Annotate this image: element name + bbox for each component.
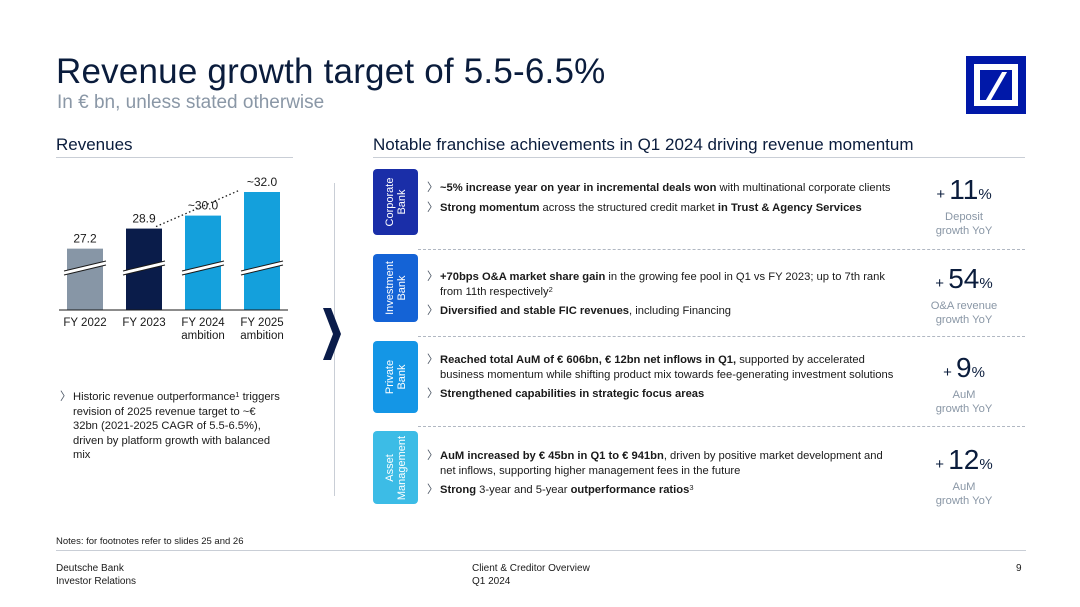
category-label: FY 2025 [240,317,283,329]
page-number: 9 [1016,563,1022,574]
kpi-metric: + 12% AuM growth YoY [935,444,993,508]
deutsche-bank-logo [966,56,1026,114]
franchise-row: Private Bank 〉 Reached total AuM of € 606bn… [373,341,1025,425]
notes: Notes: for footnotes refer to slides 25 … [56,536,244,547]
achievement-item: 〉 Reached total AuM of € 606bn, € 12bn ne… [427,354,894,381]
chevron-bullet-icon: 〉 [427,484,439,497]
division-tab: Asset Management [373,431,418,504]
axis-break-line [122,264,166,276]
category-label: ambition [181,330,224,342]
franchise-row: Corporate Bank 〉 ~5% increase year on year … [373,169,1025,247]
kpi-metric: + 54% O&A revenue growth YoY [930,263,998,327]
franchise-row: Investment Bank 〉 +70bps O&A market share g… [373,254,1025,334]
value-label: ~30.0 [188,199,219,213]
axis-break-line [122,260,166,272]
chevron-right-icon [323,308,341,360]
chevron-bullet-icon: 〉 [427,201,439,214]
bar [244,192,280,310]
footer-left: Deutsche Bank Investor Relations [56,563,137,587]
achievement-item: 〉 ~5% increase year on year in incrementa… [427,182,891,194]
division-tab: Corporate Bank [373,169,418,235]
achievement-item: 〉 AuM increased by € 45bn in Q1 to € 941b… [427,450,883,477]
row-divider [418,426,1025,427]
page-title: Revenue growth target of 5.5-6.5% [56,52,606,91]
axis-break [182,261,224,275]
axis-break-line [181,264,225,276]
divider [56,550,1026,551]
revenue-bullet: 〉 Historic revenue outperformance1 trigg… [60,390,280,461]
chevron-bullet-icon: 〉 [427,305,439,318]
achievement-item: 〉 Diversified and stable FIC revenues, in… [427,305,732,318]
chevron-bullet-icon: 〉 [427,182,439,194]
row-divider [418,336,1025,337]
axis-break-line [240,260,284,272]
kpi-metric: + 11% Deposit growth YoY [935,174,993,238]
achievement-item: 〉 +70bps O&A market share gain in the gro… [427,271,885,298]
chevron-bullet-icon: 〉 [427,388,439,401]
category-label: ambition [240,330,283,342]
category-label: FY 2024 [181,317,225,329]
divider [373,157,1025,158]
achievement-item: 〉 Strong 3-year and 5-year outperformance… [427,483,694,497]
value-label: 27.2 [73,232,97,246]
row-divider [418,249,1025,250]
divider [56,157,293,158]
chevron-bullet-icon: 〉 [427,450,439,462]
chevron-bullet-icon: 〉 [427,271,439,283]
achievement-item: 〉 Strong momentum across the structured c… [427,201,862,214]
kpi-metric: + 9% AuM growth YoY [935,352,993,416]
axis-break-line [181,260,225,272]
division-tab: Private Bank [373,341,418,413]
axis-break-line [63,260,107,272]
revenues-heading: Revenues [56,135,133,154]
category-label: FY 2023 [122,317,165,329]
category-label: FY 2022 [63,317,106,329]
axis-break-line [63,264,107,276]
division-tab: Investment Bank [373,254,418,322]
value-label: 28.9 [132,212,156,226]
chevron-bullet-icon: 〉 [60,391,72,403]
footer-middle: Client & Creditor Overview Q1 2024 [472,563,590,587]
axis-break [123,261,165,275]
value-label: ~32.0 [247,175,278,189]
chevron-bullet-icon: 〉 [427,354,439,366]
achievements-heading: Notable franchise achievements in Q1 202… [373,135,914,154]
page-subtitle: In € bn, unless stated otherwise [57,92,325,113]
bar [67,248,103,310]
axis-break [241,261,283,275]
franchise-row: Asset Management 〉 AuM increased by € 45bn … [373,431,1025,516]
achievement-item: 〉 Strengthened capabilities in strategic … [427,388,705,401]
trend-line [155,189,241,228]
axis-break [64,261,106,275]
axis-break-line [240,264,284,276]
